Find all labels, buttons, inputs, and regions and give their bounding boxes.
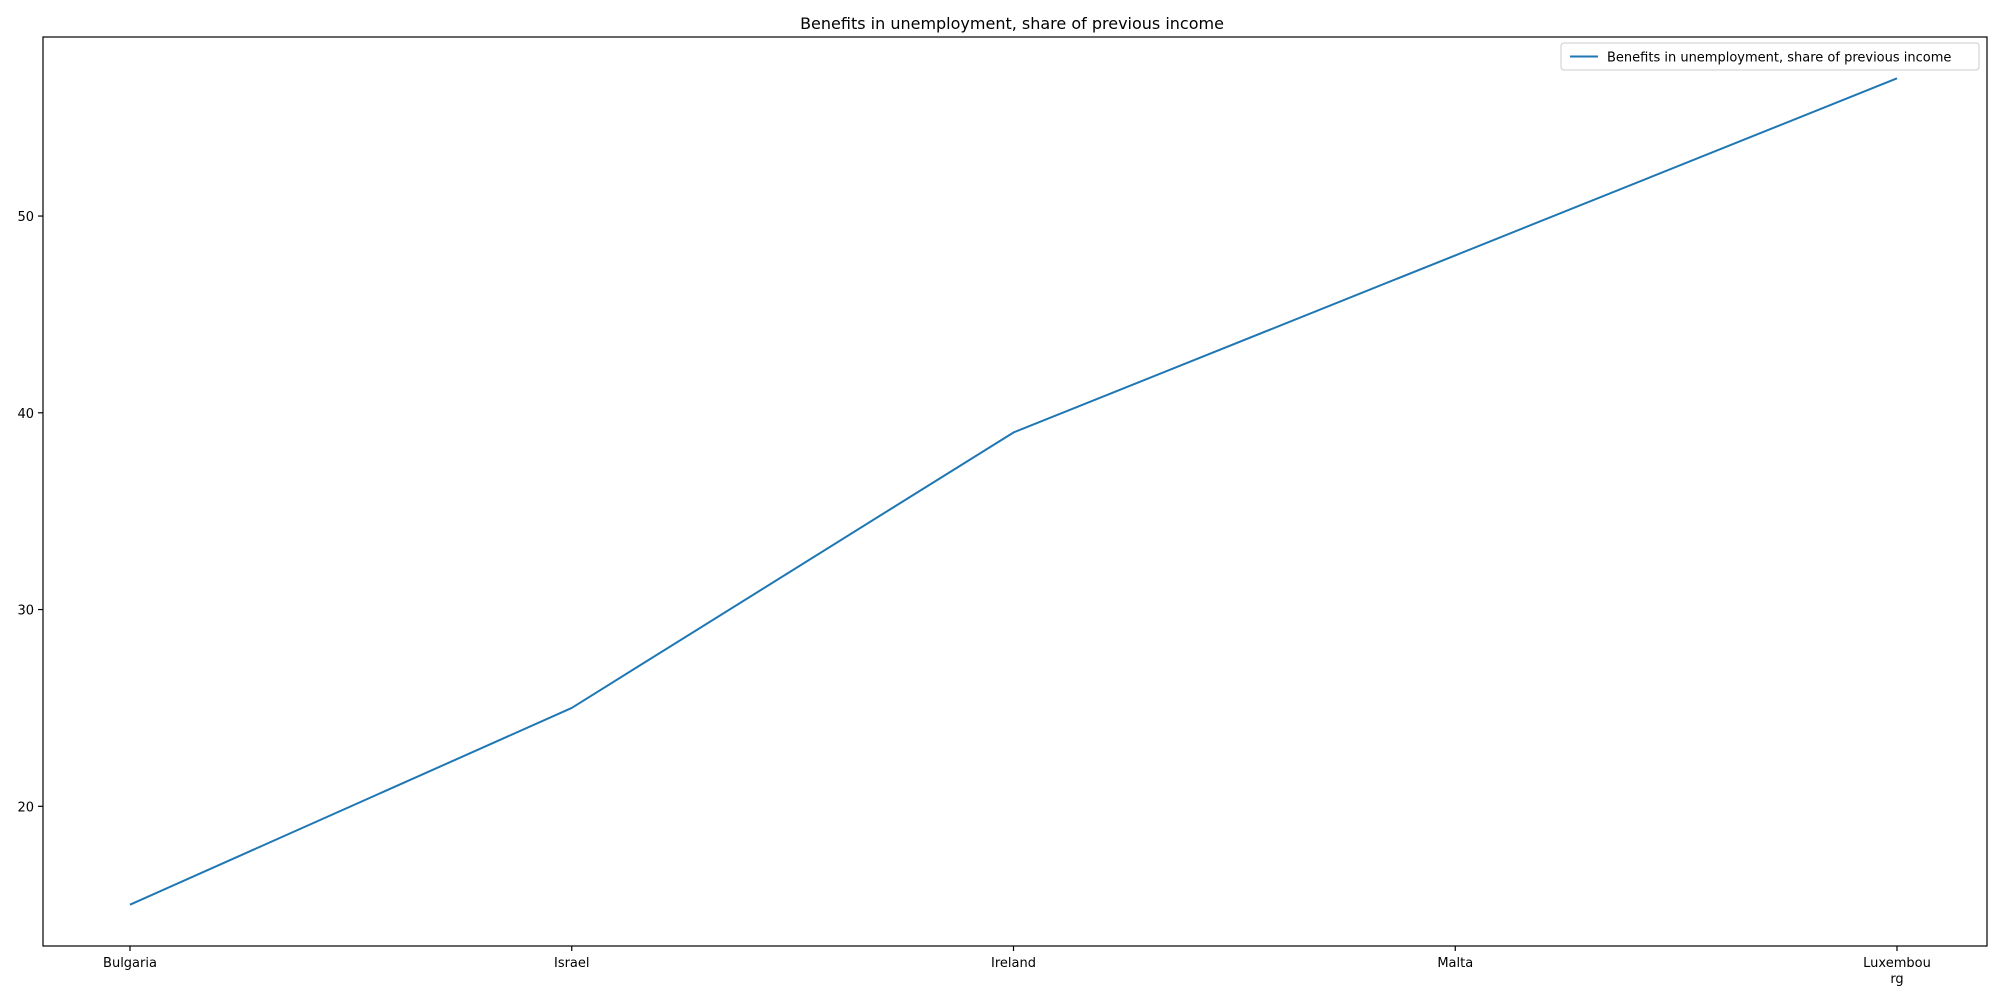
legend: Benefits in unemployment, share of previ… <box>1560 42 1980 71</box>
x-tick-label: Israel <box>554 956 590 971</box>
axes: Bulgaria Israel Ireland Malta Luxembou rg 20 30… <box>17 36 1988 987</box>
x-tick-label: Luxembou rg <box>1863 956 1931 987</box>
chart-title: Benefits in unemployment, share of previ… <box>800 14 1224 33</box>
plot-area <box>129 77 1898 906</box>
y-tick-label: 30 <box>17 604 34 619</box>
plot-frame <box>42 36 1988 947</box>
y-tick-label: 20 <box>17 800 34 815</box>
y-tick-label: 40 <box>17 407 34 422</box>
x-tick-label: Bulgaria <box>103 956 157 971</box>
legend-label: Benefits in unemployment, share of previ… <box>1607 51 1951 66</box>
series-line <box>129 77 1898 906</box>
x-tick-label: Malta <box>1437 956 1473 971</box>
y-tick-label: 50 <box>17 210 34 225</box>
legend-box <box>1560 42 1980 71</box>
x-tick-label: Ireland <box>991 956 1036 971</box>
